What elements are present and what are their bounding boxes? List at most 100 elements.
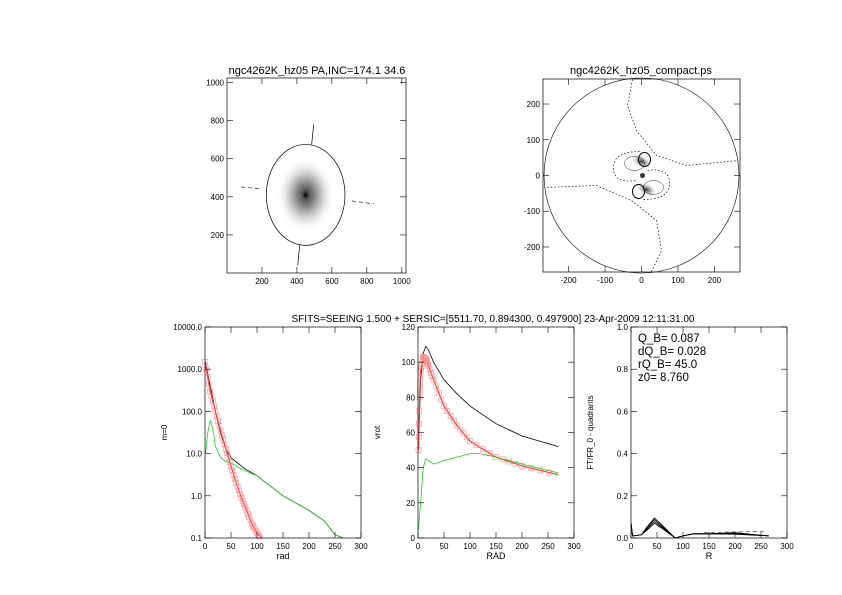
qb-ytick-label: 0.4 [617,450,629,459]
density-series-sersic [204,361,263,539]
density-ytick-label: 0.1 [191,534,203,543]
density-marker [238,494,245,501]
rotation-marker [457,426,464,433]
rotation-marker [424,359,430,365]
rotation-marker [528,465,534,471]
image-plot-frame [226,77,407,274]
rotation-marker [416,420,422,427]
image-xtick-label: 400 [290,277,304,286]
density-marker [226,459,233,465]
density-marker [241,501,247,507]
qb-series-q3 [630,520,769,539]
rotation-marker [447,412,454,419]
qb-xtick-label: 150 [702,542,716,551]
rotation-marker [438,396,445,403]
rotation-xtick-label: 250 [541,542,555,551]
density-xtick-label: 50 [227,542,236,551]
rotation-marker [428,369,434,376]
rotation-marker [433,383,440,390]
qb-annotation: rQ_B= 45.0 [638,359,697,371]
density-marker [242,504,249,511]
density-series-disk [205,419,343,539]
density-marker [247,517,254,524]
compact-xtick-label: -200 [561,276,578,285]
rotation-series-sersic [417,355,559,476]
density-ytick-label: 10.0 [186,450,202,459]
image-ytick-label: 1000 [206,79,224,88]
qb-xtick-label: 0 [629,542,634,551]
galaxy-image [276,157,336,233]
rotation-marker [415,434,422,440]
density-marker [221,441,228,448]
density-marker [246,514,252,520]
density-marker [232,476,238,482]
rotation-series-disk [418,453,559,530]
image-ytick-label: 400 [211,193,225,202]
rotation-xtick-label: 200 [515,542,529,551]
qb-ytick-label: 0.8 [617,365,629,374]
rotation-marker [444,408,451,414]
density-y-axis-label: m=0 [160,424,169,440]
rotation-ytick-label: 60 [406,429,415,438]
density-xtick-label: 250 [328,542,342,551]
qb-y-axis-label: FT/FR_0 - quadrants [586,395,595,469]
qb-x-axis-label: R [706,551,713,561]
density-plot-frame [204,326,362,539]
density-marker [223,445,229,452]
rotation-xtick-label: 50 [440,542,449,551]
rotation-marker [450,417,457,424]
density-marker [243,507,250,514]
density-ytick-label: 1.0 [191,492,203,501]
isophote-ellipse [265,144,346,246]
major-axis-line-top [311,124,315,145]
rotation-marker [473,442,480,449]
rotation-marker [422,355,428,362]
qb-xtick-label: 200 [728,542,742,551]
rotation-ytick-label: 100 [402,358,416,367]
compact-ytick-label: 200 [527,100,541,109]
rotation-marker [416,407,423,414]
rotation-marker [546,469,553,476]
qb-ytick-label: 1.0 [617,323,629,332]
density-marker [225,454,232,461]
density-marker [233,480,239,486]
density-xtick-label: 100 [250,542,264,551]
compact-xtick-label: 0 [639,276,644,285]
rotation-marker [429,373,436,380]
contour-loop [632,184,645,199]
rotation-marker [512,460,519,467]
density-xtick-label: 0 [203,542,208,551]
density-marker [236,487,242,494]
rotation-marker [493,454,499,460]
rotation-y-axis-label: vrot [373,425,382,439]
image-xtick-label: 600 [325,277,339,286]
density-ytick-label: 10000.0 [173,323,202,332]
rotation-marker [415,447,422,453]
density-marker [219,432,225,438]
compact-xtick-label: -100 [597,276,614,285]
zero-contour [627,79,739,166]
qb-xtick-label: 50 [653,542,662,551]
rotation-ytick-label: 40 [406,464,415,473]
density-marker [230,471,237,478]
density-xtick-label: 300 [354,542,368,551]
qb-series-q4 [630,522,769,539]
rotation-series-group [415,345,559,530]
compact-xtick-label: 100 [671,276,685,285]
qb-xtick-label: 300 [780,542,794,551]
qb-xtick-label: 100 [676,542,690,551]
contour-loop [643,180,664,195]
density-xtick-label: 200 [302,542,316,551]
rotation-marker [430,376,437,383]
qb-series-dashed [703,530,767,534]
compact-ytick-label: -100 [524,207,541,216]
rotation-ytick-label: 80 [406,393,415,402]
minor-axis-line-left [240,186,262,190]
density-marker [220,436,226,443]
qb-annotation: z0= 8.760 [638,372,689,384]
density-marker [237,491,243,497]
image-xtick-label: 800 [360,277,374,286]
density-x-axis-label: rad [276,551,289,561]
density-marker [217,427,224,434]
residual-blob-bottom [635,181,658,198]
